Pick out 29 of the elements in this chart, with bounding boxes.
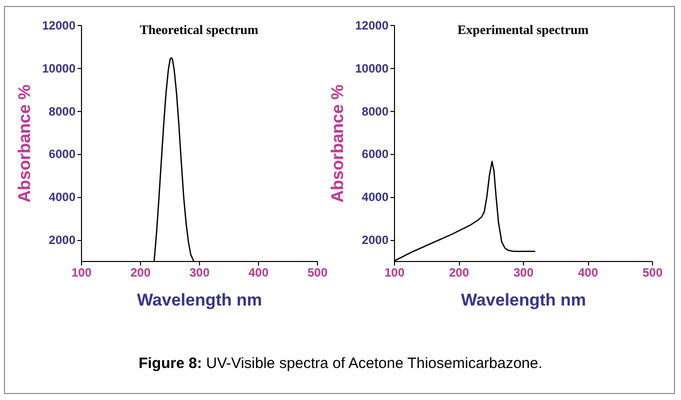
x-tick-label: 300 [513,266,534,280]
y-tick-label: 10000 [42,61,76,76]
x-tick-label: 400 [578,266,598,280]
y-axis-title: Absorbance % [328,84,348,203]
y-tick-label: 10000 [355,61,389,76]
chart-title: Experimental spectrum [457,22,589,37]
y-tick-label: 4000 [48,190,76,204]
x-tick-label: 100 [384,266,405,280]
y-tick-label: 2000 [362,233,389,248]
y-tick-label: 8000 [362,104,389,118]
y-tick-label: 2000 [48,233,76,248]
caption: Figure 8: UV-Visible spectra of Acetone Thiosemicarbazone. [138,355,544,372]
x-axis-title: Wavelength nm [137,290,262,310]
x-tick-label: 300 [189,266,210,280]
x-axis-title: Wavelength nm [461,290,586,310]
x-tick-label: 100 [71,266,92,280]
y-tick-label: 12000 [42,18,76,32]
y-axis-title: Absorbance % [15,84,34,203]
chart-title: Theoretical spectrum [140,22,258,37]
y-tick-label: 6000 [362,147,389,162]
y-tick-label: 4000 [362,190,389,204]
x-tick-label: 200 [448,266,470,280]
y-tick-label: 12000 [355,18,389,32]
x-tick-label: 200 [130,266,151,280]
x-tick-label: 400 [248,266,269,280]
y-tick-label: 6000 [48,147,76,162]
x-tick-label: 500 [642,266,663,280]
x-tick-label: 500 [307,266,328,280]
y-tick-label: 8000 [48,104,76,118]
